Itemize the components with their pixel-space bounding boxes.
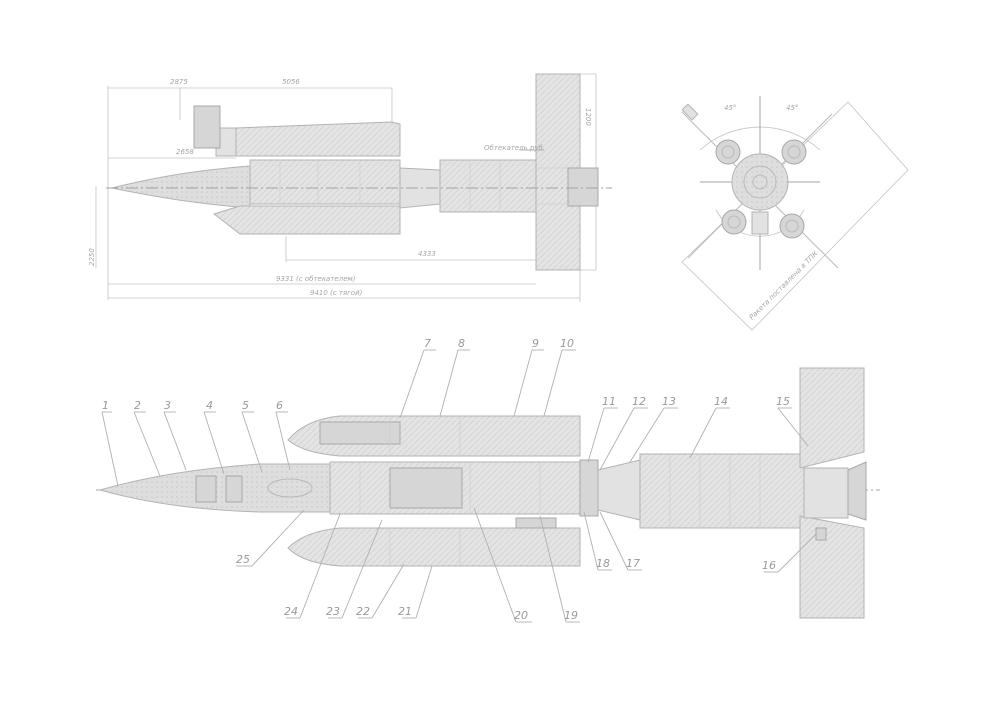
callout-20: 20 [473, 507, 532, 623]
callout-14: 14 [689, 395, 730, 459]
svg-text:20: 20 [514, 609, 528, 622]
length-total-label: 9410 (с тягой) [310, 289, 363, 297]
svg-text:24: 24 [284, 605, 298, 618]
svg-text:22: 22 [356, 605, 370, 618]
side-view: 2875 5056 2658 4333 2250 1200 Обтекатель… [88, 73, 612, 302]
section-view [96, 367, 880, 619]
callout-12: 12 [599, 395, 648, 471]
callout-16: 16 [762, 533, 817, 573]
cover-note: Обтекатель руб. [484, 144, 545, 152]
callout-2: 2 [133, 399, 161, 477]
callout-11: 11 [587, 395, 618, 463]
svg-text:10: 10 [560, 337, 574, 350]
callout-23: 23 [326, 519, 383, 619]
svg-text:19: 19 [564, 609, 578, 622]
angle-right-label: 45° [786, 104, 798, 112]
svg-text:4333: 4333 [418, 250, 436, 258]
callout-18: 18 [583, 511, 612, 571]
svg-text:1200: 1200 [584, 108, 592, 126]
angle-left-label: 45° [724, 104, 736, 112]
callout-9: 9 [513, 337, 544, 417]
svg-text:7: 7 [424, 337, 431, 350]
callout-22: 22 [356, 563, 405, 619]
svg-text:21: 21 [398, 605, 412, 618]
svg-text:5: 5 [242, 399, 249, 412]
svg-text:14: 14 [714, 395, 728, 408]
svg-text:5056: 5056 [282, 78, 300, 86]
callout-10: 10 [543, 337, 576, 417]
callout-15: 15 [776, 395, 809, 447]
callout-24: 24 [284, 513, 341, 619]
length-body-label: 9331 (с обтекателем) [276, 275, 356, 283]
svg-text:2875: 2875 [170, 78, 188, 86]
rear-view-note: Ракета поставлена в ТПК [748, 249, 821, 322]
callout-7: 7 [399, 337, 436, 419]
rear-view: 45° 45° Ракета поставлена в ТПК [681, 96, 909, 331]
svg-text:2658: 2658 [176, 148, 194, 156]
svg-text:6: 6 [276, 399, 283, 412]
callout-5: 5 [241, 399, 263, 473]
svg-text:1: 1 [102, 399, 109, 412]
callout-19: 19 [539, 515, 580, 623]
svg-text:2: 2 [134, 399, 141, 412]
svg-text:15: 15 [776, 395, 790, 408]
callout-8: 8 [439, 337, 470, 417]
svg-text:2250: 2250 [88, 248, 96, 266]
callout-13: 13 [629, 395, 678, 463]
svg-text:8: 8 [458, 337, 465, 350]
svg-text:17: 17 [626, 557, 640, 570]
callout-4: 4 [203, 399, 225, 475]
svg-text:3: 3 [164, 399, 171, 412]
callout-17: 17 [599, 511, 642, 571]
svg-text:16: 16 [762, 559, 776, 572]
svg-text:9: 9 [532, 337, 539, 350]
callout-1: 1 [101, 399, 119, 487]
callouts: 1 2 3 4 5 6 7 8 9 10 11 12 13 14 15 16 1… [101, 337, 817, 623]
svg-text:25: 25 [236, 553, 250, 566]
callout-3: 3 [163, 399, 187, 471]
svg-text:18: 18 [596, 557, 610, 570]
callout-25: 25 [236, 509, 305, 567]
svg-text:11: 11 [602, 395, 616, 408]
svg-text:23: 23 [326, 605, 340, 618]
svg-text:4: 4 [206, 399, 213, 412]
callout-6: 6 [275, 399, 291, 471]
svg-text:13: 13 [662, 395, 676, 408]
callout-21: 21 [398, 565, 433, 619]
svg-text:12: 12 [632, 395, 646, 408]
